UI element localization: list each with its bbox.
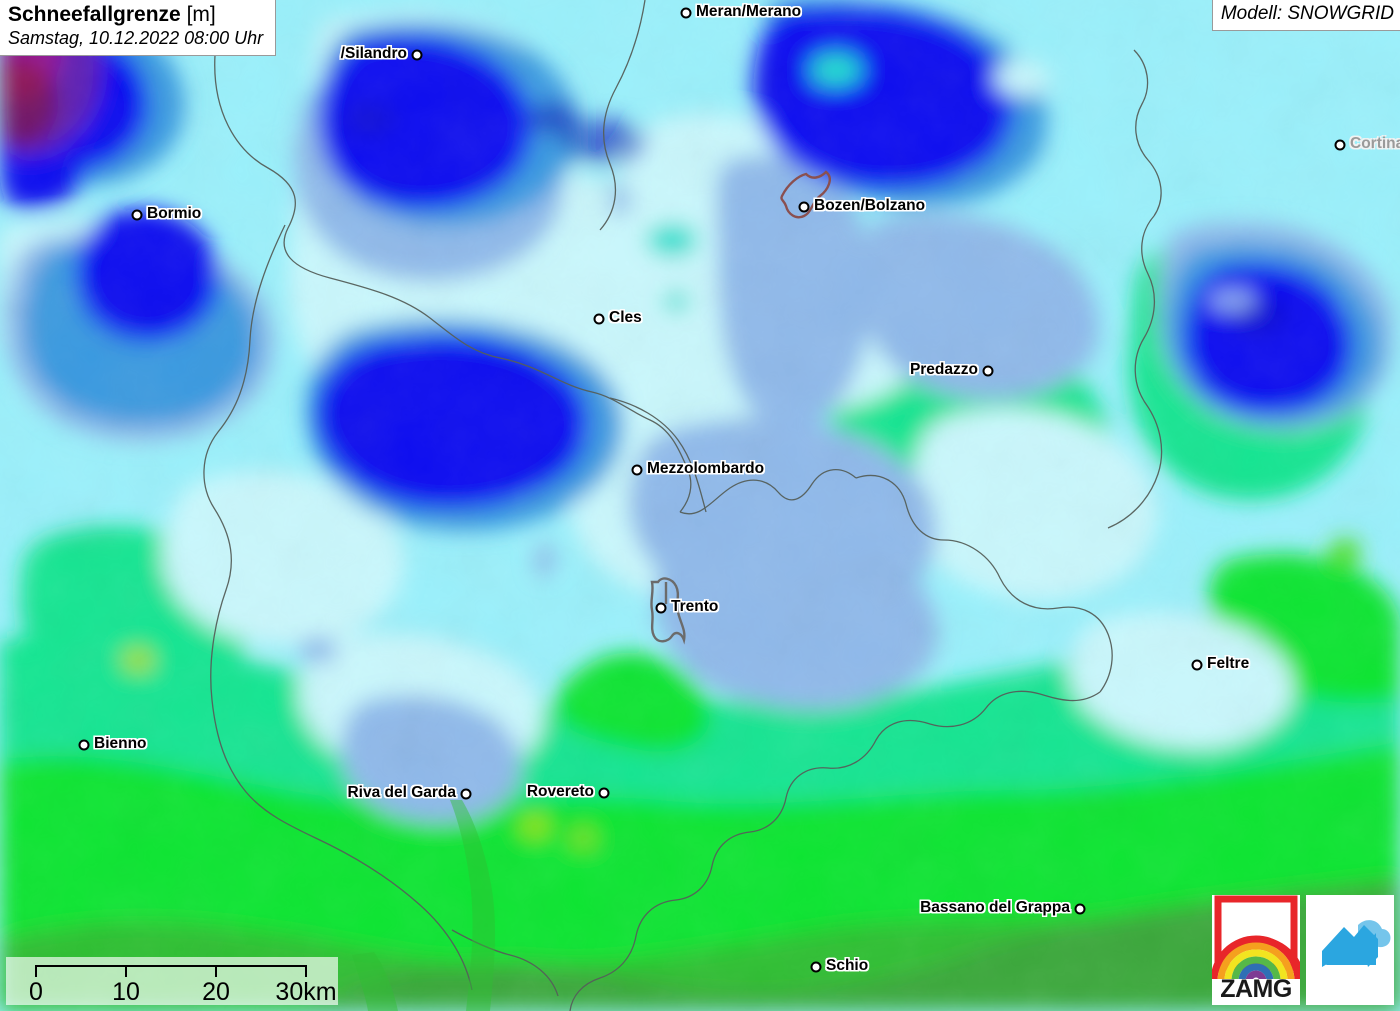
zamg-logo: ZAMG [1212, 895, 1300, 1005]
scale-tick-label: 0 [29, 978, 43, 1006]
title-units: [m] [186, 3, 216, 26]
city-dot-icon [78, 739, 90, 751]
city-dot-icon [1074, 903, 1086, 915]
city-label: Feltre [1207, 655, 1250, 672]
city-label: Schio [826, 957, 869, 974]
scale-bar: 0 10 20 30km [6, 957, 338, 1006]
city-dot-icon [680, 7, 692, 19]
mountain-cloud-logo [1306, 895, 1394, 1005]
city-label: Bormio [147, 205, 202, 222]
title-box: Schneefallgrenze [m] Samstag, 10.12.2022… [0, 0, 277, 56]
scale-tick [124, 965, 127, 977]
city-label: Bozen/Bolzano [814, 197, 926, 214]
page-title: Schneefallgrenze [m] [8, 3, 263, 27]
title-datetime: Samstag, 10.12.2022 08:00 Uhr [8, 27, 264, 48]
city-label: Mezzolombardo [647, 460, 765, 477]
city-label: Bienno [94, 735, 147, 752]
city-label: Cortina [1350, 135, 1400, 152]
city-label: Rovereto [526, 783, 594, 800]
scale-tick-label: 10 [112, 978, 140, 1006]
scale-bar-axis [35, 965, 307, 978]
scale-tick-label: 30km [275, 978, 337, 1006]
city-label: Riva del Garda [347, 784, 456, 801]
city-dot-icon [593, 313, 605, 325]
city-label: Bassano del Grappa [920, 899, 1070, 916]
scale-tick [35, 965, 37, 977]
city-dot-icon [1334, 139, 1346, 151]
city-dot-icon [982, 365, 994, 377]
city-label: Cles [609, 309, 642, 326]
city-dot-icon [1191, 659, 1203, 671]
city-dot-icon [411, 49, 423, 61]
city-label: Predazzo [909, 361, 978, 378]
scale-tick-label: 20 [202, 978, 230, 1006]
city-label: Meran/Merano [696, 3, 802, 20]
city-dot-icon [598, 787, 610, 799]
scale-bar-line [36, 965, 306, 967]
city-dot-icon [631, 464, 643, 476]
scale-tick [305, 965, 307, 977]
city-label: Trento [671, 598, 719, 615]
city-label: /Silandro [340, 45, 407, 62]
zamg-wordmark: ZAMG [1220, 975, 1292, 1003]
model-label: Modell: SNOWGRID [1211, 0, 1400, 31]
city-dot-icon [131, 209, 143, 221]
scale-tick [214, 965, 217, 977]
logo-strip: ZAMG [1212, 895, 1394, 1005]
city-dot-icon [810, 961, 822, 973]
title-quantity: Schneefallgrenze [8, 3, 181, 26]
city-dot-icon [798, 201, 810, 213]
city-dot-icon [460, 788, 472, 800]
city-dot-icon [655, 602, 667, 614]
